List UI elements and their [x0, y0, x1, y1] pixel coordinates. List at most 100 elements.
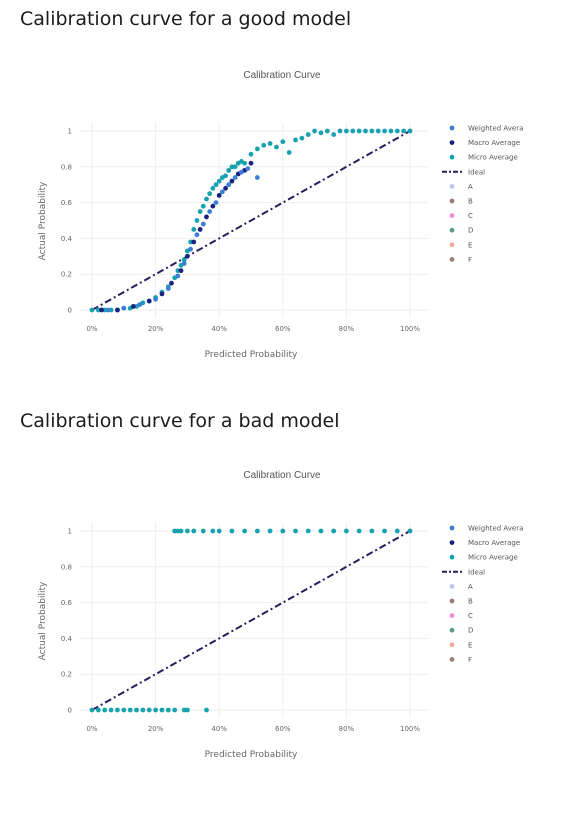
micro-average-point: [254, 528, 260, 534]
ideal-line: [91, 130, 411, 311]
calibration-chart-bad: Calibration Curve 0% 20% 40% 60% 80% 100% 0 0.2 0…: [38, 470, 523, 760]
micro-average-point: [293, 137, 298, 143]
weighted-avera-point: [245, 166, 251, 171]
micro-average-point: [210, 528, 216, 534]
y-tick-label: 1: [68, 528, 72, 536]
legend-swatch: [449, 554, 455, 560]
micro-average-point: [331, 132, 337, 137]
legend-swatch: [449, 613, 455, 618]
micro-average-point: [312, 128, 317, 134]
micro-average-point: [115, 707, 120, 713]
micro-average-point: [191, 227, 197, 232]
x-tick-label: 0%: [86, 725, 97, 733]
micro-average-point: [388, 128, 394, 134]
legend-swatch: [449, 257, 455, 262]
micro-average-point: [95, 707, 101, 713]
y-tick-label: 0.4: [61, 635, 73, 643]
legend-swatch: [449, 627, 455, 633]
y-tick-label: 0: [68, 307, 72, 315]
micro-average-point: [248, 151, 254, 157]
legend-label: F: [468, 656, 472, 664]
weighted-avera-point: [200, 221, 206, 227]
y-tick-label: 0.6: [61, 599, 73, 607]
micro-average-point: [165, 707, 171, 713]
micro-average-point: [254, 146, 260, 152]
micro-average-point: [344, 528, 349, 534]
macro-average-point: [204, 214, 209, 220]
legend-swatch: [449, 540, 455, 545]
micro-average-point: [350, 128, 356, 134]
micro-average-point: [197, 209, 203, 214]
micro-average-point: [127, 707, 133, 713]
weighted-avera-point: [153, 296, 159, 302]
micro-average-point: [204, 707, 209, 713]
weighted-avera-point: [175, 273, 181, 279]
micro-average-point: [210, 185, 216, 191]
legend-label: C: [468, 212, 473, 220]
micro-average-point: [229, 528, 235, 534]
macro-average-point: [185, 253, 190, 259]
micro-average-point: [299, 135, 305, 141]
weighted-avera-point: [219, 189, 225, 195]
x-axis-label: Predicted Probability: [205, 350, 298, 360]
chart-title: Calibration Curve: [243, 70, 321, 81]
weighted-avera-point: [188, 246, 193, 252]
legend-swatch: [449, 525, 455, 531]
micro-average-point: [226, 167, 232, 173]
micro-average-point: [242, 528, 248, 534]
micro-average-point: [89, 307, 95, 313]
micro-average-point: [280, 528, 286, 534]
micro-average-point: [200, 528, 206, 534]
legend-label: Micro Average: [468, 554, 518, 562]
micro-average-point: [305, 528, 311, 534]
y-tick-label: 0.8: [61, 563, 72, 571]
legend-label: C: [468, 612, 473, 620]
micro-average-point: [223, 173, 228, 179]
macro-average-point: [248, 160, 254, 166]
micro-average-point: [191, 528, 197, 534]
legend-swatch: [449, 584, 455, 589]
legend-label: B: [468, 198, 473, 206]
micro-average-point: [172, 707, 178, 713]
weighted-avera-point: [207, 209, 213, 214]
legend-swatch: [449, 140, 455, 145]
legend-label: D: [468, 227, 473, 235]
weighted-avera-point: [165, 286, 171, 291]
micro-average-point: [181, 257, 187, 263]
legend-label: F: [468, 256, 472, 264]
x-tick-label: 100%: [400, 725, 420, 733]
x-tick-label: 20%: [148, 325, 164, 333]
legend-swatch: [449, 125, 455, 131]
micro-average-point: [121, 707, 127, 713]
micro-average-point: [305, 132, 311, 137]
micro-average-point: [159, 707, 165, 713]
y-tick-label: 0.2: [61, 271, 72, 279]
y-axis-label: Actual Probability: [38, 581, 48, 660]
legend-label: Ideal: [468, 168, 485, 176]
micro-average-point: [401, 128, 407, 134]
macro-average-point: [159, 291, 165, 297]
y-tick-label: 0.4: [61, 235, 73, 243]
calibration-chart-good: Calibration Curve 0% 20% 40% 60% 80% 100% 0 0.2 0…: [38, 70, 523, 360]
micro-average-point: [232, 164, 238, 170]
weighted-avera-point: [105, 307, 111, 313]
micro-average-point: [324, 128, 330, 134]
weighted-avera-point: [239, 169, 244, 175]
micro-average-point: [200, 203, 206, 209]
macro-average-point: [99, 307, 104, 313]
y-tick-label: 1: [68, 128, 72, 136]
legend-label: Weighted Avera: [468, 125, 523, 133]
micro-average-point: [331, 528, 337, 534]
weighted-avera-point: [254, 175, 260, 180]
legend-swatch: [449, 184, 455, 189]
micro-average-point: [356, 128, 362, 134]
x-tick-label: 60%: [275, 725, 291, 733]
micro-average-point: [407, 128, 413, 134]
legend-label: D: [468, 627, 473, 635]
micro-average-point: [207, 191, 213, 197]
micro-average-point: [274, 144, 279, 150]
micro-average-point: [293, 528, 298, 534]
y-tick-label: 0: [68, 707, 72, 715]
micro-average-point: [369, 128, 375, 134]
legend-swatch: [449, 642, 455, 648]
